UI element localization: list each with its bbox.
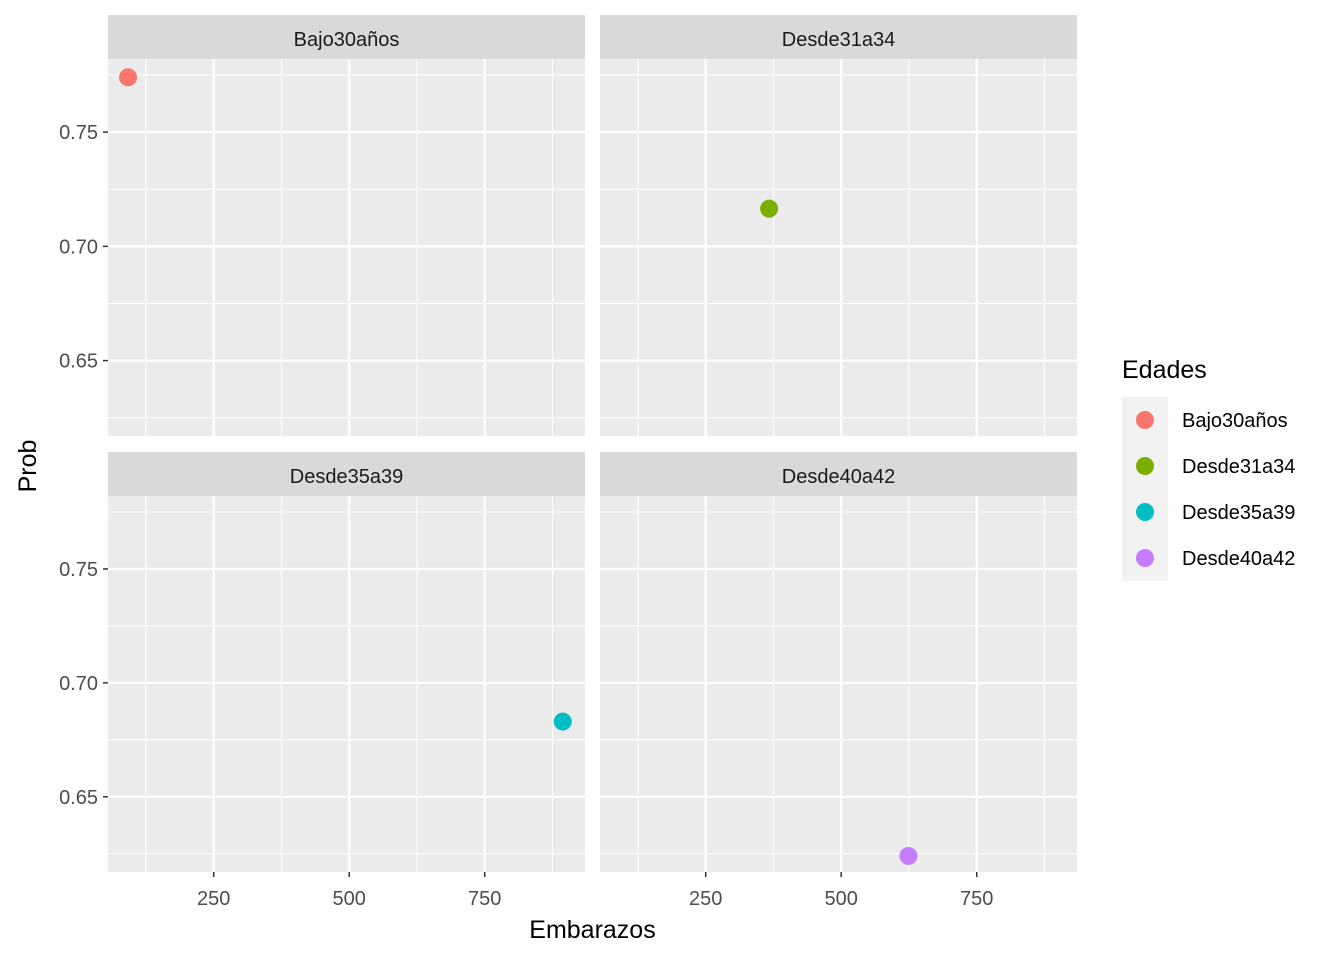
facet-strip-label: Desde35a39 (290, 466, 403, 488)
x-tick-label: 750 (468, 888, 501, 910)
legend-entry-label: Bajo30años (1182, 410, 1288, 432)
y-tick-label: 0.65 (59, 787, 98, 809)
facet-panel: Desde40a42 (600, 452, 1077, 872)
facet-strip (600, 15, 1077, 59)
facet-strip-label: Desde31a34 (782, 29, 895, 51)
x-axis-title: Embarazos (529, 916, 655, 944)
legend-swatch (1136, 457, 1154, 475)
x-tick-label: 500 (825, 888, 858, 910)
panel-background (108, 496, 585, 872)
legend-title: Edades (1122, 356, 1207, 384)
facet-strip (108, 15, 585, 59)
panel-background (600, 496, 1077, 872)
facet-strip-label: Desde40a42 (782, 466, 895, 488)
y-tick-label: 0.65 (59, 351, 98, 373)
y-axis-title: Prob (14, 440, 42, 493)
facet-strip-label: Bajo30años (294, 29, 400, 51)
x-tick-label: 750 (960, 888, 993, 910)
panel-background (108, 59, 585, 436)
facet-strip (108, 452, 585, 496)
y-tick-label: 0.75 (59, 559, 98, 581)
x-tick-label: 250 (197, 888, 230, 910)
panel-background (600, 59, 1077, 436)
y-tick-label: 0.75 (59, 122, 98, 144)
legend-swatch (1136, 411, 1154, 429)
data-point (553, 712, 572, 731)
data-point (119, 68, 138, 87)
facet-panel: Desde35a39 (108, 452, 585, 872)
legend-entry-label: Desde31a34 (1182, 456, 1295, 478)
data-point (760, 199, 779, 218)
data-point (899, 847, 918, 866)
facet-strip (600, 452, 1077, 496)
legend-entry-label: Desde35a39 (1182, 502, 1295, 524)
y-tick-label: 0.70 (59, 673, 98, 695)
facet-panels: Bajo30años Desde31a34 Desde35a39 Desde40a42 (108, 15, 1077, 872)
x-tick-label: 250 (689, 888, 722, 910)
legend-swatch (1136, 503, 1154, 521)
y-tick-label: 0.70 (59, 236, 98, 258)
legend-entry-label: Desde40a42 (1182, 548, 1295, 570)
facet-panel: Bajo30años (108, 15, 585, 436)
legend: Edades Bajo30años Desde31a34 Desde35a39 Des… (1122, 356, 1295, 581)
axes: 0.65 0.70 0.75 0.65 0.70 0.75 250 500 750 250 500 7… (59, 122, 993, 910)
facet-panel: Desde31a34 (600, 15, 1077, 436)
legend-swatch (1136, 549, 1154, 567)
x-tick-label: 500 (333, 888, 366, 910)
